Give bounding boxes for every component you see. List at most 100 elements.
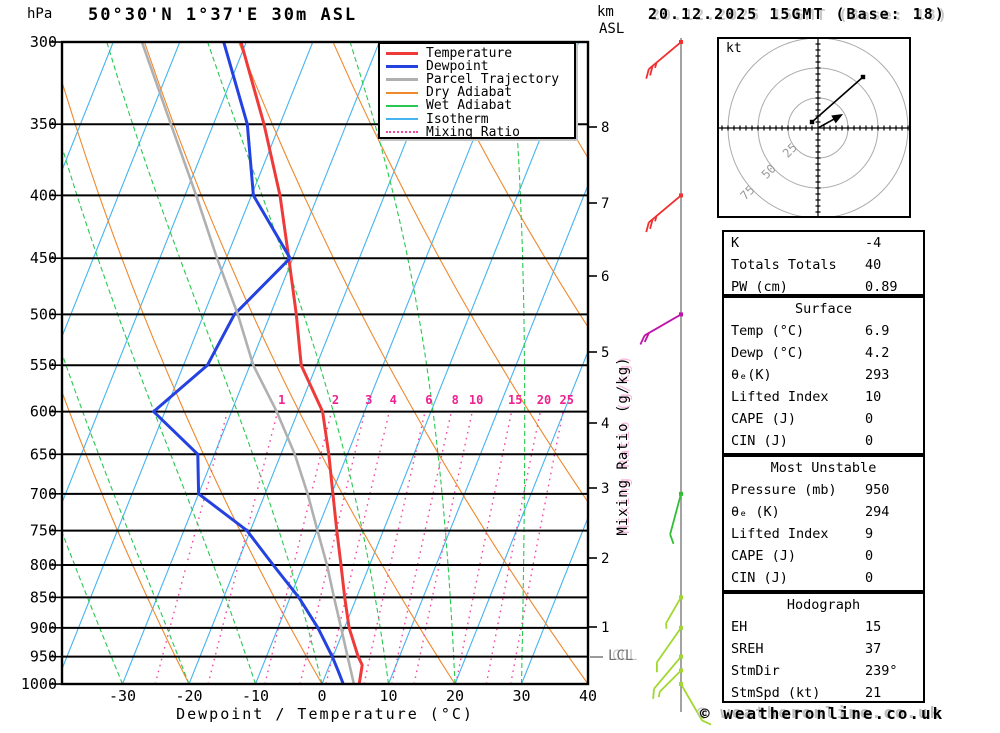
panel-row-label: Totals Totals (731, 257, 837, 273)
legend-line-sample (386, 52, 418, 56)
legend-label: Wet Adiabat (426, 98, 513, 114)
panel-row-label: CIN (J) (731, 570, 788, 586)
panel-row: EH 15 (724, 616, 923, 638)
svg-text:750: 750 (30, 522, 57, 540)
panel-section-most-unstable: Most Unstable Pressure (mb) 950 θₑ (K) 294 Li… (722, 455, 925, 592)
svg-text:6: 6 (425, 393, 432, 407)
curve-temperature (239, 42, 364, 684)
svg-text:-10: -10 (242, 687, 269, 705)
panel-row: K -4 (724, 232, 923, 254)
legend-item: Mixing Ratio (386, 125, 574, 140)
pressure-unit-label: hPa (27, 6, 53, 22)
panel-section-hodograph: Hodograph EH 15 SREH 37 StmDir 239° StmSpd (kt)… (722, 592, 925, 703)
km-asl-axis: 8 7 6 5 4 3 2 1 (588, 120, 609, 658)
panel-row: Dewp (°C) 4.2 (724, 342, 923, 364)
panel-row-label: StmDir (731, 663, 780, 679)
legend-item: Temperature (386, 46, 574, 61)
svg-text:75: 75 (737, 183, 757, 203)
svg-text:850: 850 (30, 588, 57, 606)
panel-row-value: 10 (865, 389, 882, 405)
plot-border (60, 40, 590, 686)
svg-text:800: 800 (30, 556, 57, 574)
ccl-marker-ghost: CCL (612, 648, 638, 664)
panel-row-value: 239° (865, 663, 898, 679)
svg-text:5: 5 (601, 345, 609, 361)
panel-section-title: Hodograph (786, 597, 861, 613)
watermark: © weatheronline.co.uk (700, 704, 945, 723)
panel-row-label: Lifted Index (731, 389, 829, 405)
panel-row: CIN (J) 0 (724, 430, 923, 452)
panel-row-label: Dewp (°C) (731, 345, 805, 361)
legend-line-sample (386, 91, 418, 94)
svg-text:10: 10 (469, 393, 483, 407)
svg-text:950: 950 (30, 648, 57, 666)
panel-row-value: 0 (865, 570, 874, 586)
svg-text:4: 4 (390, 393, 397, 407)
panel-row-label: Temp (°C) (731, 323, 805, 339)
panel-row-label: θₑ (K) (731, 504, 780, 520)
legend-label: Isotherm (426, 111, 489, 127)
panel-section: K -4 Totals Totals 40 PW (cm) 0.89 (722, 230, 925, 296)
svg-text:0: 0 (317, 687, 326, 705)
svg-text:1: 1 (278, 393, 285, 407)
page-title: 50°30'N 1°37'E 30m ASL (88, 5, 358, 25)
legend-label: Parcel Trajectory (426, 72, 560, 88)
svg-text:20: 20 (446, 687, 464, 705)
svg-text:600: 600 (30, 403, 57, 421)
pressure-labels: 300 350 400 450 500 550 600 650 700 750 800 850 900 9… (21, 33, 57, 693)
panel-row-value: 293 (865, 367, 890, 383)
svg-text:50: 50 (759, 162, 779, 182)
panel-row-value: 15 (865, 619, 882, 635)
panel-row-label: StmSpd (kt) (731, 685, 821, 701)
legend-line-sample (386, 131, 418, 134)
panel-row-value: 0 (865, 411, 874, 427)
panel-section-surface: Surface Temp (°C) 6.9 Dewp (°C) 4.2 θₑ(K) 293 L… (722, 296, 925, 455)
panel-row: Lifted Index 9 (724, 523, 923, 545)
panel-row-value: 950 (865, 482, 890, 498)
panel-row: CAPE (J) 0 (724, 545, 923, 567)
mixing-ratio-labels: 1 2 3 4 6 8 10 15 20 25 (278, 393, 574, 407)
svg-text:3: 3 (365, 393, 372, 407)
panel-row-label: EH (731, 619, 748, 635)
svg-text:8: 8 (601, 120, 609, 136)
lcl-marker: LCL (608, 648, 634, 664)
curve-parcel-trajectory (140, 42, 356, 684)
panel-row-label: CAPE (J) (731, 411, 797, 427)
svg-text:30: 30 (512, 687, 530, 705)
panel-row: CAPE (J) 0 (724, 408, 923, 430)
legend-item: Wet Adiabat (386, 98, 574, 114)
svg-text:20: 20 (537, 393, 551, 407)
asl-label: ASL (599, 21, 625, 37)
svg-text:400: 400 (30, 186, 57, 204)
panel-row-label: Lifted Index (731, 526, 829, 542)
panel-row: θₑ (K) 294 (724, 501, 923, 523)
svg-text:500: 500 (30, 305, 57, 323)
panel-row: Pressure (mb) 950 (724, 479, 923, 501)
panel-row-label: θₑ(K) (731, 367, 772, 383)
panel-row: StmDir 239° (724, 660, 923, 682)
legend-item: Parcel Trajectory (386, 72, 574, 88)
panel-row: Lifted Index 10 (724, 386, 923, 408)
panel-row-value: 0 (865, 548, 874, 564)
panel-section-title: Surface (795, 301, 852, 317)
legend-line-sample (386, 104, 418, 107)
svg-text:-30: -30 (109, 687, 136, 705)
legend-line-sample (386, 78, 418, 82)
svg-text:25: 25 (780, 140, 800, 160)
svg-text:900: 900 (30, 619, 57, 637)
curve-dewpoint (152, 42, 345, 684)
panel-row-value: 0 (865, 433, 874, 449)
panel-row-value: -4 (865, 235, 882, 251)
svg-text:8: 8 (452, 393, 459, 407)
svg-text:550: 550 (30, 356, 57, 374)
datetime-label: 20.12.2025 15GMT (Base: 18) (648, 5, 946, 23)
panel-row: StmSpd (kt) 21 (724, 682, 923, 704)
panel-row-value: 37 (865, 641, 882, 657)
svg-text:15: 15 (508, 393, 522, 407)
svg-text:-20: -20 (175, 687, 202, 705)
panel-row-label: Pressure (mb) (731, 482, 837, 498)
panel-section-title: Most Unstable (770, 460, 877, 476)
legend-label: Dewpoint (426, 59, 489, 75)
